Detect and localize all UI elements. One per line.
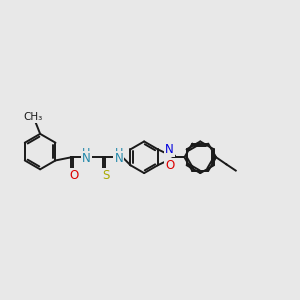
Text: O: O	[165, 159, 174, 172]
Text: CH₃: CH₃	[23, 112, 43, 122]
Text: N: N	[114, 152, 123, 165]
Text: H: H	[115, 148, 123, 158]
Text: S: S	[102, 169, 109, 182]
Text: H: H	[82, 148, 91, 158]
Text: N: N	[82, 152, 91, 165]
Text: O: O	[69, 169, 79, 182]
Text: N: N	[165, 143, 174, 156]
